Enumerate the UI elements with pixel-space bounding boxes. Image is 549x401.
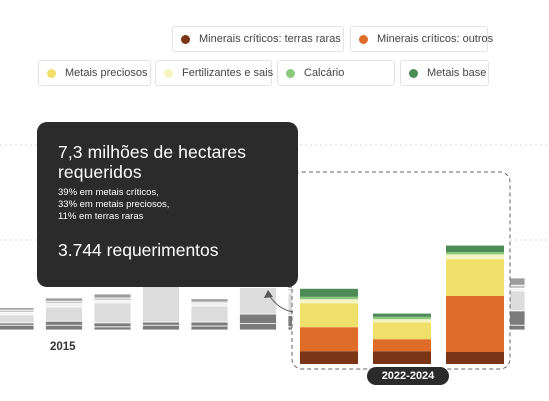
legend-label: Metais base [427, 67, 487, 79]
legend-dot [47, 68, 56, 78]
legend-dot [359, 34, 368, 44]
bar-segment [0, 307, 35, 311]
legend-label: Metais preciosos [65, 67, 148, 79]
bar-segment [142, 285, 180, 323]
tooltip-breakdown-line: 33% em metais preciosos, [58, 199, 170, 210]
bar-segment [93, 302, 132, 324]
bar-segment[interactable] [373, 351, 431, 364]
bar-segment[interactable] [300, 327, 358, 352]
bar-segment[interactable] [373, 322, 431, 340]
bar-segment [93, 326, 132, 331]
highlight-period-label: 2022-2024 [367, 367, 449, 385]
bar-segment [190, 298, 229, 303]
tooltip-area-value: 7,3 milhões de hectares requeridos [58, 142, 247, 182]
legend-label: Minerais críticos: terras raras [199, 33, 341, 45]
bar-segment [239, 313, 277, 325]
bar-segment [45, 297, 83, 302]
bar-segment[interactable] [373, 339, 431, 352]
bar-segment [0, 314, 35, 324]
legend-dot [409, 68, 418, 78]
legend-label: Minerais críticos: outros [377, 33, 494, 45]
bar-segment[interactable] [300, 351, 358, 364]
legend-label: Calcário [304, 67, 345, 79]
bar-segment [45, 320, 83, 326]
tooltip-requests-value: 3.744 requerimentos [58, 240, 219, 260]
bar-segment[interactable] [300, 296, 358, 300]
tooltip-breakdown: 39% em metais críticos, 33% em metais pr… [58, 187, 278, 223]
bar-segment [0, 324, 35, 331]
x-tick-label: 2015 [50, 341, 76, 353]
bar-segment [93, 293, 132, 299]
bar-segment [239, 287, 277, 315]
connector-arrow-icon [264, 290, 273, 298]
bar-segment [93, 322, 132, 328]
bar-segment[interactable] [446, 245, 504, 252]
legend-item-metais-base[interactable]: Metais base [400, 60, 489, 86]
bar-segment[interactable] [373, 316, 431, 320]
bar-segment [142, 321, 180, 326]
bar-segment[interactable] [300, 303, 358, 328]
legend-item-outros[interactable]: Minerais críticos: outros [350, 26, 493, 52]
legend-item-terras-raras[interactable]: Minerais críticos: terras raras [172, 26, 344, 52]
tooltip: 7,3 milhões de hectares requeridos 39% e… [37, 122, 298, 287]
bar-segment[interactable] [373, 313, 431, 317]
legend-dot [164, 68, 173, 78]
bar-segment [45, 324, 83, 331]
bar-segment [190, 325, 229, 331]
bar-segment [190, 321, 229, 327]
legend-item-calcario[interactable]: Calcário [277, 60, 395, 86]
legend-dot [181, 34, 190, 44]
legend-label: Fertilizantes e sais [182, 67, 274, 79]
bar-segment[interactable] [300, 288, 358, 297]
legend-dot [286, 68, 295, 78]
bar-segment [45, 306, 83, 322]
bar-segment[interactable] [446, 352, 504, 364]
bar-segment [190, 305, 229, 323]
bar-segment[interactable] [446, 296, 504, 352]
tooltip-breakdown-line: 11% em terras raras [58, 211, 144, 222]
highlighted-bars[interactable] [300, 245, 504, 364]
legend-item-metais-preciosos[interactable]: Metais preciosos [38, 60, 151, 86]
tooltip-breakdown-line: 39% em metais críticos, [58, 187, 159, 198]
bar-segment[interactable] [446, 254, 504, 260]
bar-segment[interactable] [446, 252, 504, 255]
bar-segment [142, 324, 180, 331]
bar-segment[interactable] [446, 259, 504, 296]
bar-segment [239, 323, 277, 331]
legend-item-fertilizantes[interactable]: Fertilizantes e sais [155, 60, 274, 86]
bar-segment [45, 303, 83, 308]
bar-segment[interactable] [373, 319, 431, 323]
bar-segment[interactable] [300, 299, 358, 304]
